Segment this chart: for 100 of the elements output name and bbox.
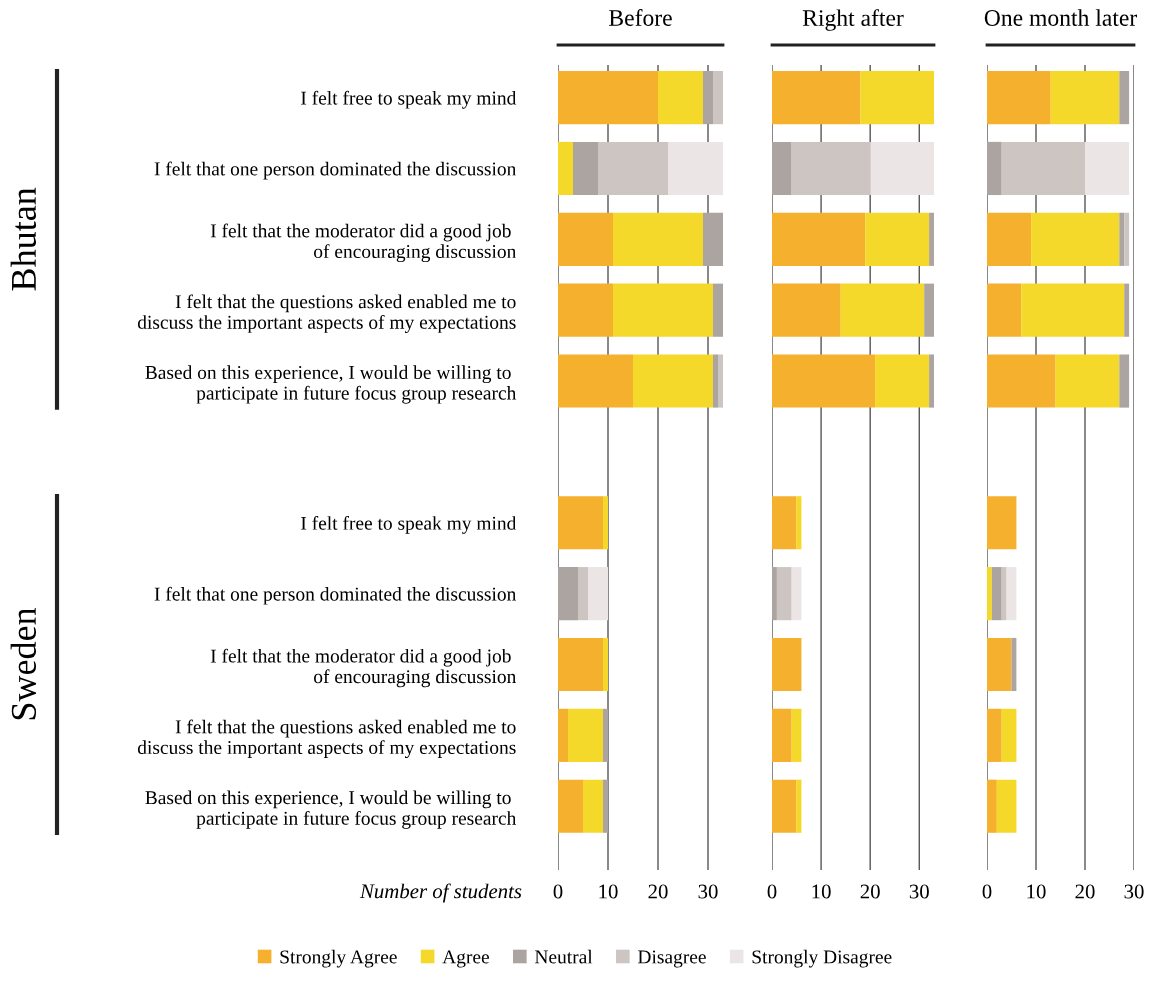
bar (1021, 283, 1125, 337)
bar (772, 212, 866, 266)
legend-label: Agree (442, 950, 490, 968)
x-tick-label: 20 (648, 884, 668, 899)
bar (772, 71, 861, 125)
bar (987, 212, 1032, 266)
bar (1119, 71, 1130, 125)
bar (558, 567, 578, 621)
bar (1119, 212, 1125, 266)
legend-label: Neutral (534, 949, 593, 964)
bar (987, 354, 1056, 408)
x-tick-label: 0 (767, 884, 777, 899)
bar (865, 212, 930, 266)
bar (772, 354, 876, 408)
bar (996, 779, 1017, 833)
y-tick-label: I felt free to speak my mind (301, 90, 517, 109)
bar (613, 283, 713, 337)
bar (558, 708, 568, 762)
text: Sweden (10, 607, 37, 720)
bar (791, 567, 802, 621)
bar (713, 283, 723, 337)
text: Bhutan (10, 187, 37, 291)
y-tick-label: I felt that the questions asked enabled me to discuss the important aspects of my expectations (137, 719, 516, 759)
bar (929, 212, 934, 266)
bar (991, 567, 1002, 621)
x-tick-label: 30 (698, 884, 718, 899)
bar (603, 496, 608, 550)
x-axis-title: Number of students (359, 883, 522, 903)
bar (603, 708, 608, 762)
bar (558, 283, 613, 337)
bar (598, 141, 668, 196)
x-tick-label: 10 (599, 884, 618, 899)
legend-label: Strongly Agree (280, 949, 397, 968)
bar (713, 354, 718, 408)
bar (772, 141, 792, 196)
bar (772, 496, 797, 550)
bar (558, 212, 613, 266)
bar (1124, 212, 1130, 266)
x-tick-label: 0 (553, 884, 563, 899)
bar (1031, 212, 1120, 266)
x-tick-label: 30 (1124, 884, 1144, 899)
bar (583, 779, 603, 833)
bar (1055, 354, 1120, 408)
bar (603, 779, 608, 833)
bar (987, 708, 1002, 762)
y-tick-label: I felt that the moderator did a good job of encouraging discussion (210, 648, 517, 688)
bar (658, 71, 703, 125)
bar (558, 141, 573, 196)
bar (1124, 283, 1130, 337)
bar (772, 637, 802, 692)
x-tick-label: 20 (1075, 884, 1095, 899)
bar (772, 283, 841, 337)
bar (791, 141, 871, 196)
y-tick-label: I felt that the questions asked enabled me to discuss the important aspects of my expectations (137, 294, 516, 333)
bar (1006, 567, 1017, 621)
bar (987, 779, 997, 833)
bar (613, 212, 703, 266)
bar (987, 141, 1002, 196)
bar (772, 708, 792, 762)
bar (558, 354, 633, 408)
bar (860, 71, 934, 125)
bar (924, 283, 934, 337)
y-tick-label: I felt that one person dominated the discussion (154, 161, 517, 180)
bar (772, 779, 797, 833)
bar (776, 567, 792, 621)
bar (1119, 354, 1130, 408)
bar (558, 71, 658, 125)
bar (987, 567, 992, 621)
bar (1085, 141, 1130, 196)
y-tick-label: I felt that one person dominated the discussion (154, 586, 517, 605)
bar (588, 567, 608, 621)
legend-label: Strongly Disagree (752, 949, 892, 968)
chart-title: One month later (984, 9, 1137, 26)
y-tick-label: Based on this experience, I would be willing to participate in future focus group research (145, 790, 517, 829)
bar (987, 283, 1022, 337)
x-tick-label: 10 (1027, 884, 1046, 899)
chart-title: Before (609, 9, 672, 26)
bar (987, 71, 1051, 125)
y-tick-label: Based on this experience, I would be willing to participate in future focus group research (145, 365, 517, 404)
bar (568, 708, 603, 762)
bar (870, 141, 934, 196)
bar (558, 496, 603, 550)
bar (603, 637, 608, 692)
bar (713, 71, 723, 125)
x-tick-label: 20 (860, 884, 880, 899)
bar (772, 567, 777, 621)
bar (573, 141, 598, 196)
bar (578, 567, 588, 621)
chart-title: Right after (802, 9, 904, 31)
bar (633, 354, 713, 408)
bar (558, 637, 603, 692)
bar (987, 496, 1017, 550)
legend-label: Disagree (637, 950, 706, 968)
bar (929, 354, 934, 408)
bar (987, 637, 1012, 692)
bar (1001, 567, 1007, 621)
bar (718, 354, 723, 408)
bar (1050, 71, 1120, 125)
bar (840, 283, 925, 337)
bar (558, 779, 583, 833)
